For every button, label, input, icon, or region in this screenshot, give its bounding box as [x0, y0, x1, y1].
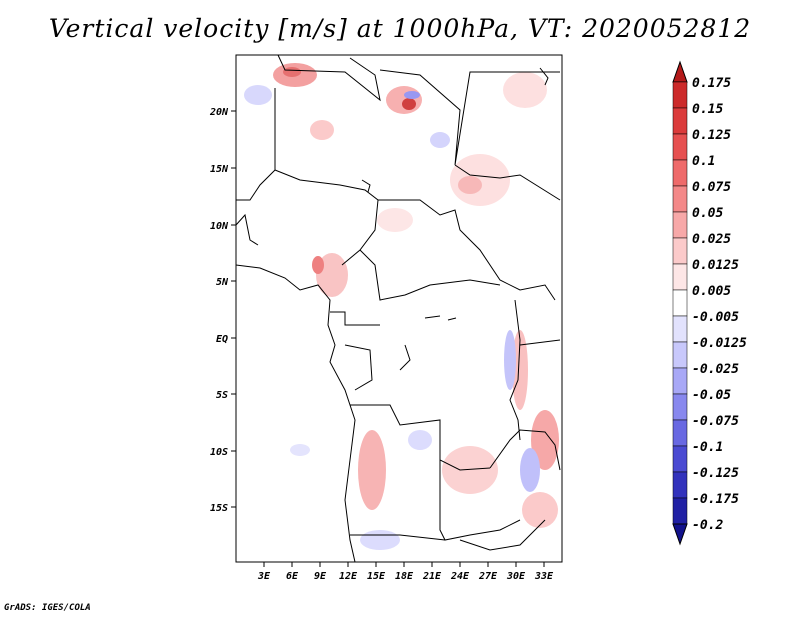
colorbar-cell: [672, 315, 688, 343]
lat-label: 10S: [210, 447, 228, 458]
lon-label: 12E: [339, 571, 358, 582]
colorbar-cell: [672, 419, 688, 447]
lon-label: 6E: [286, 571, 299, 582]
colorbar-label: -0.075: [692, 414, 739, 429]
colorbar: 0.175 0.15 0.125 0.1 0.075 0.05 0.025 0.0125 0.0…: [672, 60, 747, 546]
colorbar-label: 0.025: [692, 232, 731, 247]
colorbar-cell: [672, 237, 688, 265]
grads-credit: GrADS: IGES/COLA: [4, 603, 91, 613]
colorbar-label: 0.125: [692, 128, 731, 143]
lat-label: 15S: [210, 503, 228, 514]
colorbar-label: 0.175: [692, 76, 731, 91]
lat-label: 20N: [209, 107, 229, 118]
colorbar-label: -0.1: [692, 440, 723, 455]
lon-label: 30E: [506, 571, 526, 582]
lon-label: 9E: [314, 571, 327, 582]
lat-label: 5S: [216, 390, 228, 401]
colorbar-cell: [672, 471, 688, 499]
colorbar-cell: [672, 445, 688, 473]
colorbar-bottom-triangle: [672, 523, 688, 546]
velocity-field: [236, 55, 562, 562]
map-frame: [235, 54, 563, 563]
colorbar-label: -0.125: [692, 466, 739, 481]
colorbar-cell: [672, 211, 688, 239]
colorbar-top-triangle: [672, 60, 688, 83]
country-boundaries: [235, 54, 561, 563]
colorbar-label: -0.0125: [692, 336, 747, 351]
colorbar-label: -0.2: [692, 518, 723, 533]
lon-tick-labels: 3E 6E 9E 12E 15E 18E 21E 24E 27E 30E 33E: [257, 571, 554, 582]
lat-label: EQ: [216, 334, 228, 345]
colorbar-cell: [672, 393, 688, 421]
colorbar-cell: [672, 341, 688, 369]
lat-label: 15N: [210, 164, 229, 175]
lat-label: 10N: [210, 221, 229, 232]
colorbar-cell: [672, 263, 688, 291]
colorbar-cell: [672, 367, 688, 395]
colorbar-cell: [672, 289, 688, 317]
colorbar-label: -0.025: [692, 362, 739, 377]
colorbar-cell: [672, 497, 688, 525]
map-title: Vertical velocity [m/s] at 1000hPa, VT: …: [48, 14, 752, 43]
colorbar-cell: [672, 107, 688, 135]
lon-ticks: [263, 562, 545, 567]
colorbar-label: 0.1: [692, 154, 715, 169]
lon-label: 21E: [422, 571, 442, 582]
colorbar-cell: [672, 81, 688, 109]
lon-label: 18E: [395, 571, 414, 582]
lon-label: 33E: [534, 571, 554, 582]
lat-label: 5N: [216, 277, 229, 288]
lon-label: 24E: [450, 571, 470, 582]
lon-label: 27E: [478, 571, 498, 582]
colorbar-label: 0.075: [692, 180, 731, 195]
colorbar-label: 0.0125: [692, 258, 739, 273]
colorbar-label: 0.15: [692, 102, 723, 117]
colorbar-cell: [672, 185, 688, 213]
colorbar-label: -0.005: [692, 310, 739, 325]
colorbar-label: 0.005: [692, 284, 731, 299]
lon-label: 3E: [257, 571, 271, 582]
colorbar-label: 0.05: [692, 206, 723, 221]
lon-label: 15E: [367, 571, 386, 582]
lat-tick-labels: 20N 15N 10N 5N EQ 5S 10S 15S: [209, 107, 229, 514]
lat-ticks: [231, 110, 236, 508]
colorbar-label: -0.05: [692, 388, 731, 403]
colorbar-label: -0.175: [692, 492, 739, 507]
colorbar-cell: [672, 159, 688, 187]
colorbar-cell: [672, 133, 688, 161]
